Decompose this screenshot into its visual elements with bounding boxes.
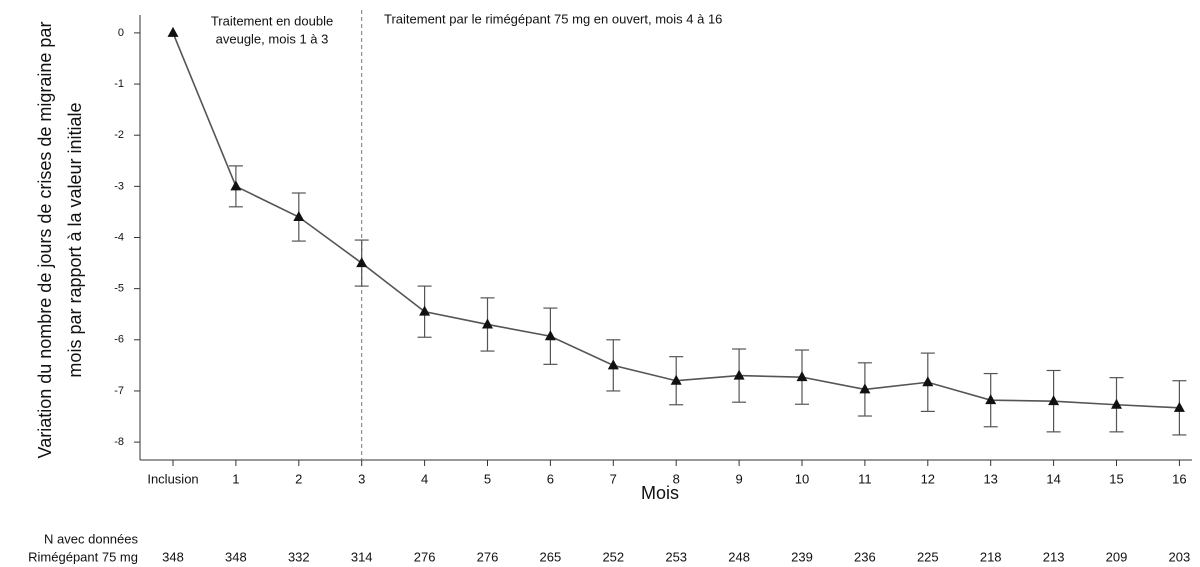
table-cell: 209 — [1106, 549, 1128, 564]
marker — [859, 383, 871, 394]
marker — [482, 318, 493, 329]
marker — [1048, 395, 1060, 406]
x-tick-label: 1 — [232, 471, 239, 486]
y-tick-label: 0 — [118, 27, 124, 39]
x-tick-label: 12 — [921, 471, 935, 486]
y-axis-label: Variation du nombre de jours de crises d… — [35, 22, 55, 459]
y-axis-label: mois par rapport à la valeur initiale — [65, 102, 85, 377]
x-tick-label: Inclusion — [147, 471, 198, 486]
table-cell: 203 — [1169, 549, 1191, 564]
marker — [796, 371, 808, 382]
y-tick-label: -8 — [114, 436, 124, 448]
x-tick-label: 13 — [983, 471, 997, 486]
table-header: N avec données — [44, 531, 138, 546]
x-tick-label: 3 — [358, 471, 365, 486]
x-tick-label: 5 — [484, 471, 491, 486]
marker — [985, 394, 997, 405]
table-row-label: Rimégépant 75 mg — [28, 549, 138, 564]
marker — [922, 376, 934, 387]
table-cell: 265 — [540, 549, 562, 564]
table-cell: 276 — [414, 549, 436, 564]
y-tick-label: -4 — [114, 231, 124, 243]
x-tick-label: 11 — [858, 471, 872, 486]
x-tick-label: 8 — [673, 471, 680, 486]
table-cell: 252 — [602, 549, 624, 564]
data-line — [172, 32, 1180, 409]
y-tick-label: -6 — [114, 334, 124, 346]
table-cell: 213 — [1043, 549, 1065, 564]
marker — [356, 257, 368, 268]
x-tick-label: 9 — [735, 471, 742, 486]
marker — [733, 369, 745, 380]
marker — [419, 305, 431, 316]
table-cell: 276 — [477, 549, 499, 564]
marker — [230, 180, 242, 191]
y-tick-label: -5 — [114, 283, 124, 295]
table-cell: 332 — [288, 549, 310, 564]
table-cell: 314 — [351, 549, 373, 564]
table-cell: 348 — [162, 549, 184, 564]
x-tick-label: 16 — [1172, 471, 1186, 486]
y-tick-label: -7 — [114, 385, 124, 397]
annotation: aveugle, mois 1 à 3 — [216, 31, 329, 46]
x-tick-label: 4 — [421, 471, 428, 486]
x-tick-label: 10 — [795, 471, 809, 486]
x-tick-label: 14 — [1046, 471, 1060, 486]
x-tick-label: 2 — [295, 471, 302, 486]
marker — [607, 359, 619, 370]
x-tick-label: 7 — [610, 471, 617, 486]
table-cell: 218 — [980, 549, 1002, 564]
x-tick-label: 6 — [547, 471, 554, 486]
table-cell: 348 — [225, 549, 247, 564]
marker — [167, 26, 179, 37]
x-axis-label: Mois — [641, 483, 679, 503]
table-cell: 236 — [854, 549, 876, 564]
table-cell: 248 — [728, 549, 750, 564]
marker — [293, 211, 305, 222]
table-cell: 253 — [665, 549, 687, 564]
marker — [1111, 398, 1122, 409]
marker — [1173, 401, 1185, 412]
x-tick-label: 15 — [1109, 471, 1123, 486]
marker — [670, 374, 682, 385]
table-cell: 239 — [791, 549, 813, 564]
y-tick-label: -1 — [114, 78, 124, 90]
y-tick-label: -2 — [114, 129, 124, 141]
y-tick-label: -3 — [114, 180, 124, 192]
table-cell: 225 — [917, 549, 939, 564]
annotation: Traitement en double — [211, 13, 333, 28]
marker — [544, 330, 556, 341]
annotation: Traitement par le rimégépant 75 mg en ou… — [384, 11, 722, 26]
